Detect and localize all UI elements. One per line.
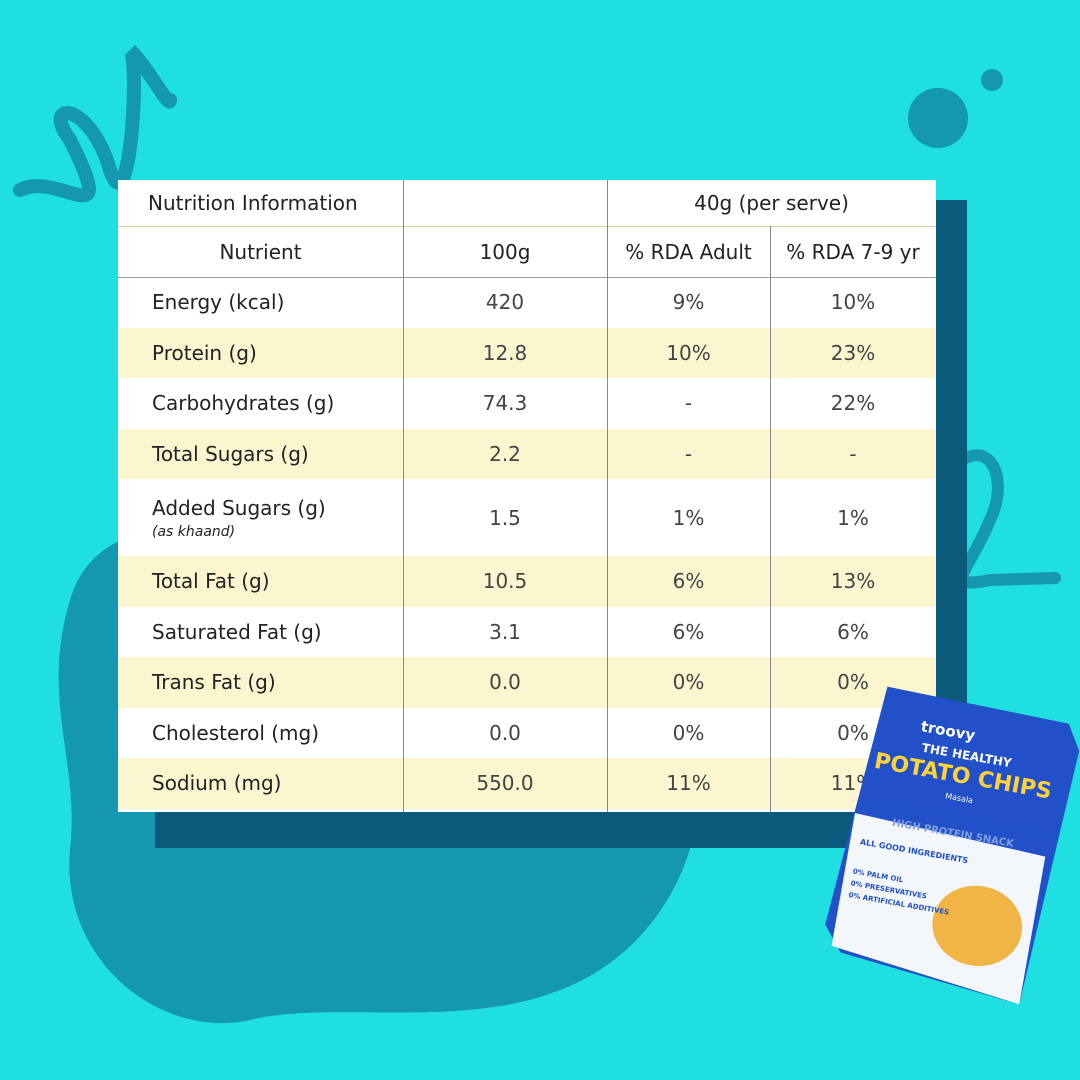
nutrient-cell: Trans Fat (g) bbox=[118, 657, 403, 708]
value-cell: 1% bbox=[837, 505, 869, 530]
column-header: % RDA 7-9 yr bbox=[786, 239, 920, 264]
chips bbox=[932, 885, 1023, 967]
rule bbox=[403, 180, 404, 812]
value-cell: 10.5 bbox=[482, 569, 528, 594]
value-cell: 1% bbox=[672, 505, 705, 530]
nutrient-note: (as khaand) bbox=[152, 523, 236, 540]
value-cell: 0% bbox=[672, 720, 705, 745]
rule bbox=[607, 180, 608, 812]
value-cell: 1.5 bbox=[489, 505, 521, 530]
value-cell: 23% bbox=[830, 340, 876, 365]
value-cell: 6% bbox=[672, 619, 705, 644]
nutrient: Carbohydrates (g) bbox=[152, 391, 335, 416]
value-cell: 11% bbox=[666, 771, 711, 796]
nutrient-cell: Cholesterol (mg) bbox=[118, 708, 403, 759]
value-cell: 74.3 bbox=[482, 391, 528, 416]
nutrient-cell: Carbohydrates (g) bbox=[118, 378, 403, 429]
value-cell: 0% bbox=[672, 670, 705, 695]
nutrient: Energy (kcal) bbox=[152, 290, 285, 315]
value-cell: 12.8 bbox=[482, 340, 528, 365]
value-cell: 0% bbox=[837, 720, 869, 745]
value-cell: - bbox=[849, 441, 857, 466]
nutrient-cell: Total Sugars (g) bbox=[118, 429, 403, 480]
value-cell: 9% bbox=[672, 290, 705, 315]
rule bbox=[118, 226, 936, 227]
column-header: Nutrient bbox=[219, 239, 302, 264]
value-cell: 0% bbox=[837, 670, 869, 695]
nutrient: Total Sugars (g) bbox=[152, 441, 309, 466]
nutrient-cell: Saturated Fat (g) bbox=[118, 607, 403, 658]
nutrient: Sodium (mg) bbox=[152, 771, 282, 796]
value-cell: 6% bbox=[837, 619, 869, 644]
row-band bbox=[118, 556, 936, 607]
nutrient: Total Fat (g) bbox=[152, 569, 270, 594]
row-band bbox=[118, 327, 936, 378]
serve-header: 40g (per serve) bbox=[694, 191, 849, 215]
nutrient-cell: Energy (kcal) bbox=[118, 277, 403, 328]
dot bbox=[981, 69, 1003, 91]
nutrient: Trans Fat (g) bbox=[152, 670, 276, 695]
nutrient-cell: Sodium (mg) bbox=[118, 758, 403, 809]
row-band bbox=[118, 657, 936, 708]
squiggle bbox=[13, 45, 177, 203]
nutrient: Saturated Fat (g) bbox=[152, 619, 322, 644]
rule bbox=[770, 226, 771, 812]
nutrition-table: Nutrition Information 40g (per serve) Nutr… bbox=[118, 180, 936, 812]
value-cell: 2.2 bbox=[489, 441, 521, 466]
nutrient: Added Sugars (g) bbox=[152, 495, 326, 520]
row-band bbox=[118, 758, 936, 809]
value-cell: 550.0 bbox=[476, 771, 534, 796]
value-cell: 0.0 bbox=[489, 720, 521, 745]
nutrient-cell: Added Sugars (g) (as khaand) bbox=[118, 479, 403, 556]
value-cell: 420 bbox=[485, 290, 525, 315]
nutrient-cell: Protein (g) bbox=[118, 328, 403, 379]
value-cell: - bbox=[684, 441, 693, 466]
value-cell: 10% bbox=[830, 290, 876, 315]
value-cell: 22% bbox=[830, 391, 876, 416]
row-band bbox=[118, 428, 936, 479]
value-cell: 3.1 bbox=[489, 619, 521, 644]
rule bbox=[118, 277, 936, 278]
value-cell: 0.0 bbox=[489, 670, 521, 695]
dot bbox=[908, 88, 968, 148]
value-cell: 6% bbox=[672, 569, 705, 594]
nutrient: Cholesterol (mg) bbox=[152, 720, 320, 745]
table-title: Nutrition Information bbox=[148, 191, 358, 215]
column-header: % RDA Adult bbox=[625, 239, 752, 264]
value-cell: - bbox=[684, 391, 693, 416]
value-cell: 13% bbox=[830, 569, 876, 594]
column-header: 100g bbox=[479, 239, 531, 264]
nutrient: Protein (g) bbox=[152, 340, 257, 365]
nutrient-cell: Total Fat (g) bbox=[118, 556, 403, 607]
value-cell: 10% bbox=[666, 340, 711, 365]
